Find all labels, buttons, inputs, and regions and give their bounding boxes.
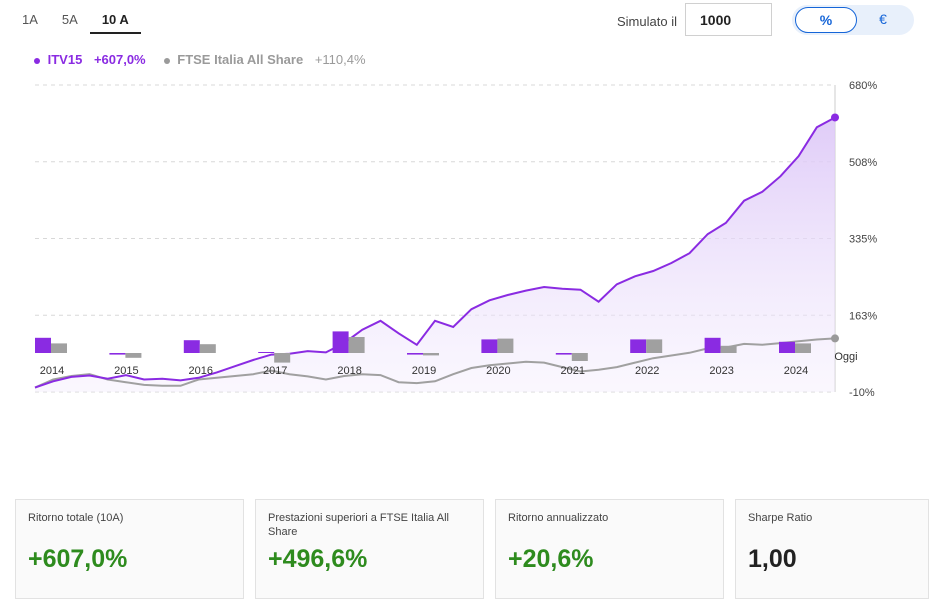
x-tick-label: 2016 (189, 365, 213, 377)
simulator-label: Simulato il (617, 14, 677, 29)
fund-annual-bar (35, 337, 51, 353)
legend-item-index[interactable]: FTSE Italia All Share +110,4% (163, 52, 366, 67)
x-tick-label: 2019 (412, 365, 436, 377)
fund-annual-bar (183, 340, 200, 353)
stat-label: Sharpe Ratio (748, 512, 813, 524)
fund-annual-bar (630, 339, 647, 353)
index-annual-bar (720, 345, 737, 353)
performance-chart: 680% 508% 335% 163% -10% 2014 2015 2016 2017 2018… (34, 80, 877, 399)
y-tick-label: 508% (849, 157, 877, 169)
fund-annual-bar (704, 337, 721, 353)
index-annual-bar (274, 353, 291, 363)
fund-annual-bar (779, 341, 795, 353)
index-annual-bar (646, 339, 663, 353)
x-tick-label: 2024 (784, 365, 808, 377)
y-tick-label: -10% (849, 387, 875, 399)
stat-value: +607,0% (28, 545, 128, 573)
index-dot-icon (163, 57, 170, 64)
x-tick-label: 2014 (40, 365, 64, 377)
index-end-point (831, 334, 839, 343)
fund-annual-bar (332, 331, 349, 353)
y-tick-label: 335% (849, 234, 877, 246)
index-annual-bar (497, 338, 514, 353)
legend-index-name: FTSE Italia All Share (177, 52, 304, 67)
tab-5-years[interactable]: 5A (61, 12, 78, 27)
x-tick-label: 2022 (635, 365, 659, 377)
fund-annual-bar (109, 353, 126, 355)
index-annual-bar (51, 343, 67, 353)
stat-card-annualized-return: Ritorno annualizzato +20,6% (495, 499, 724, 599)
y-tick-label: 680% (849, 80, 877, 92)
tab-10-years[interactable]: 10 A (89, 6, 141, 34)
legend-fund-value: +607,0% (93, 52, 146, 67)
euro-toggle-button[interactable]: € (879, 11, 887, 27)
index-annual-bar (795, 343, 811, 353)
x-tick-label: 2023 (709, 365, 733, 377)
fund-annual-bar (258, 352, 275, 353)
chart-legend: ITV15 +607,0% FTSE Italia All Share +110… (34, 52, 366, 67)
unit-toggle: % € (792, 5, 914, 35)
fund-area-fill (35, 117, 835, 392)
x-tick-label-today: Oggi (834, 351, 857, 363)
stat-label: Ritorno annualizzato (508, 512, 609, 524)
period-tabs: 1A 5A 10 A (10, 6, 141, 34)
stat-card-outperformance: Prestazioni superiori a FTSE Italia All … (255, 499, 484, 599)
x-tick-label: 2017 (263, 365, 287, 377)
legend-item-fund[interactable]: ITV15 +607,0% (34, 52, 146, 67)
legend-index-value: +110,4% (314, 52, 366, 67)
fund-dot-icon (34, 57, 40, 64)
x-tick-label: 2015 (114, 365, 138, 377)
fund-annual-bar (555, 353, 572, 355)
y-tick-label: 163% (849, 310, 877, 322)
tab-1-year[interactable]: 1A (22, 12, 38, 27)
fund-annual-bar (481, 339, 498, 353)
stat-value: 1,00 (748, 545, 797, 573)
fund-annual-bar (407, 353, 423, 355)
simulator-amount-input[interactable] (685, 3, 772, 36)
stat-value: +496,6% (268, 545, 368, 573)
legend-fund-name: ITV15 (47, 52, 83, 67)
x-tick-label: 2021 (561, 365, 585, 377)
index-annual-bar (125, 353, 142, 358)
stat-card-sharpe-ratio: Sharpe Ratio 1,00 (735, 499, 929, 599)
fund-end-point (831, 113, 839, 122)
index-annual-bar (348, 337, 365, 353)
stat-label: Prestazioni superiori a FTSE Italia All … (268, 512, 449, 538)
percent-toggle-button[interactable]: % (795, 7, 857, 33)
index-series-line (34, 337, 836, 389)
index-annual-bar (571, 353, 588, 361)
x-tick-label: 2018 (337, 365, 361, 377)
stat-label: Ritorno totale (10A) (28, 512, 124, 524)
index-annual-bar (423, 353, 439, 356)
fund-series-line (34, 116, 836, 389)
index-annual-bar (199, 344, 216, 353)
stat-card-total-return: Ritorno totale (10A) +607,0% (15, 499, 244, 599)
stat-value: +20,6% (508, 545, 594, 573)
x-tick-label: 2020 (486, 365, 510, 377)
